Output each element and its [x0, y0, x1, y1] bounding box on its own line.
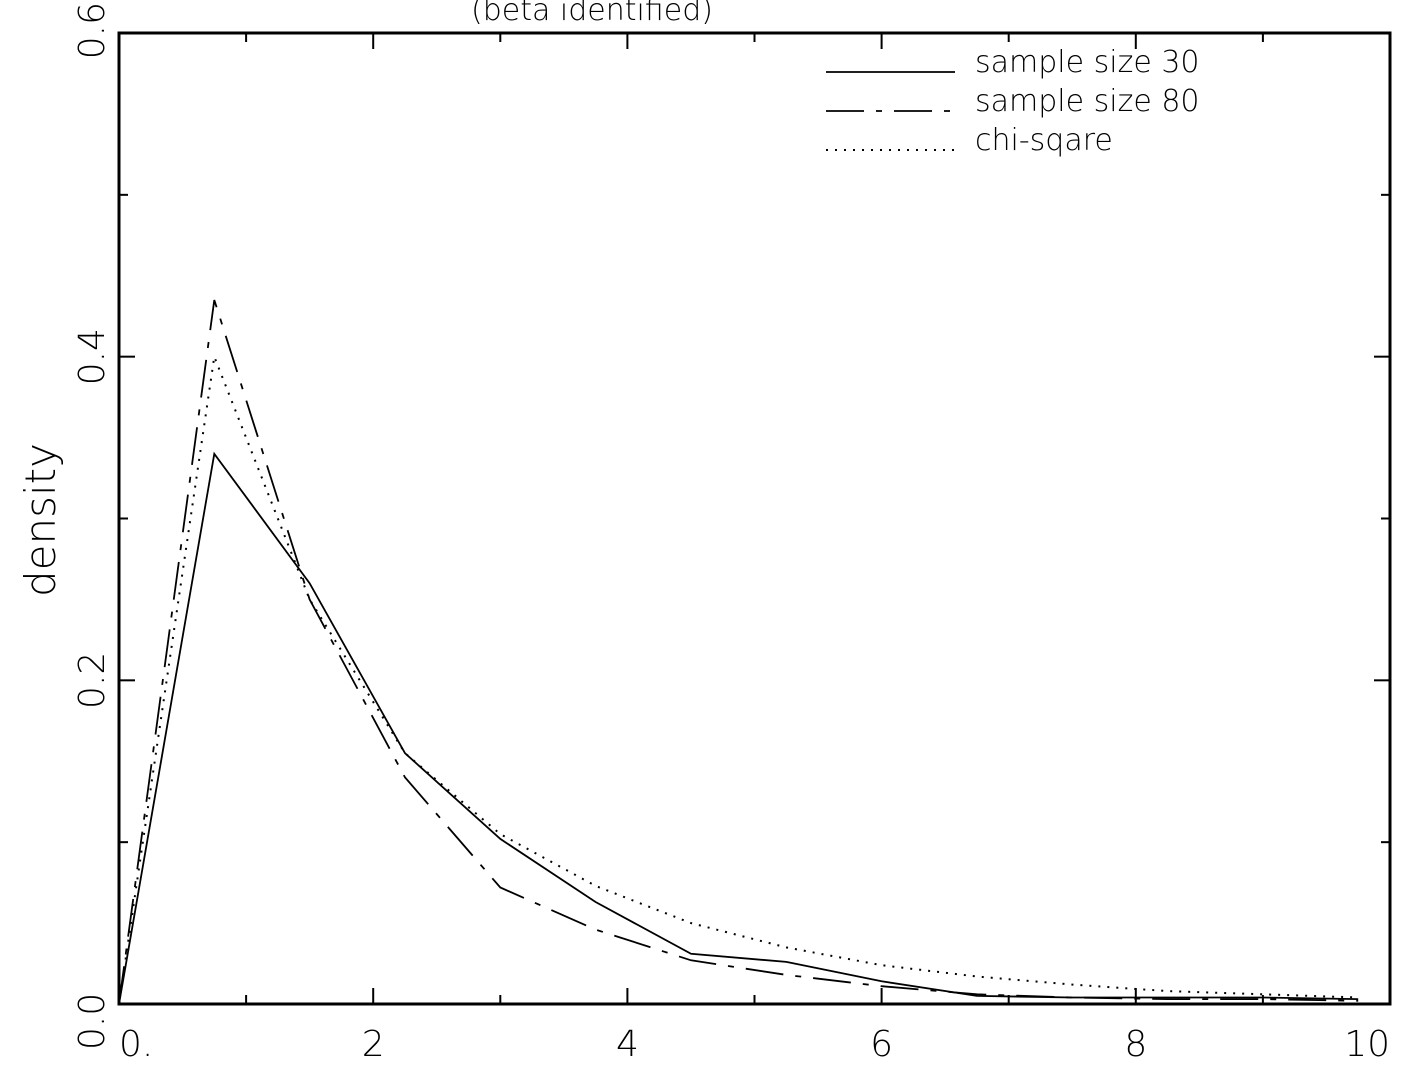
series-line-2 — [118, 299, 1359, 1005]
x-tick-label: 6 — [870, 1024, 893, 1065]
y-axis-title: density — [16, 443, 65, 597]
y-tick-labels: 0.0 0.2 0.4 0.6 — [72, 2, 113, 1050]
legend-label-1: sample size 30 — [975, 45, 1200, 80]
plot-frame — [117, 31, 1392, 1006]
series-line-1 — [118, 451, 1359, 1005]
x-tick-label: 10 — [1344, 1024, 1390, 1065]
legend-label-2: sample size 80 — [975, 84, 1200, 119]
chart-title: (beta identified) — [471, 0, 713, 28]
axis-ticks — [118, 32, 1391, 1005]
legend: sample size 30 sample size 80 chi-sqare — [826, 45, 1200, 158]
series-line-3 — [118, 352, 1359, 1005]
y-tick-label: 0.6 — [72, 2, 113, 59]
series-lines — [118, 299, 1359, 1005]
legend-label-3: chi-sqare — [975, 123, 1113, 158]
y-tick-label: 0.0 — [72, 993, 113, 1050]
y-tick-label: 0.2 — [72, 652, 113, 709]
x-tick-labels: 0. 2 4 6 8 10 — [119, 1024, 1390, 1065]
x-tick-label: 0. — [119, 1024, 153, 1065]
x-tick-label: 2 — [362, 1024, 385, 1065]
y-tick-label: 0.4 — [72, 328, 113, 385]
x-tick-label: 8 — [1124, 1024, 1147, 1065]
x-tick-label: 4 — [616, 1024, 639, 1065]
